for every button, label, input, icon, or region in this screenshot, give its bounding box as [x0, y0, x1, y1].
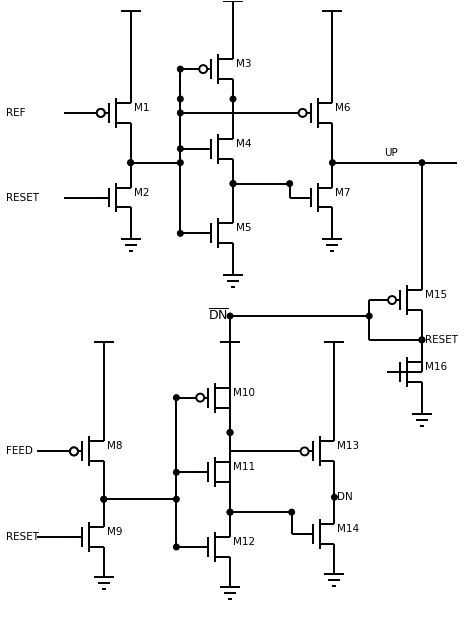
Circle shape	[388, 296, 396, 304]
Circle shape	[178, 110, 183, 116]
Circle shape	[199, 65, 207, 73]
Circle shape	[97, 109, 105, 117]
Text: REF: REF	[6, 108, 26, 118]
Text: DN: DN	[337, 492, 353, 502]
Text: M16: M16	[425, 362, 447, 372]
Text: M3: M3	[236, 59, 252, 69]
Text: M8: M8	[107, 442, 122, 452]
Circle shape	[299, 109, 307, 117]
Circle shape	[178, 146, 183, 152]
Circle shape	[332, 495, 337, 500]
Circle shape	[101, 496, 107, 502]
Circle shape	[227, 430, 233, 435]
Circle shape	[173, 496, 179, 502]
Circle shape	[70, 447, 78, 455]
Circle shape	[173, 395, 179, 401]
Circle shape	[97, 109, 105, 117]
Text: M11: M11	[233, 462, 255, 472]
Circle shape	[227, 313, 233, 319]
Circle shape	[287, 181, 292, 186]
Text: M7: M7	[336, 188, 351, 198]
Text: M12: M12	[233, 537, 255, 547]
Text: FEED: FEED	[6, 447, 33, 456]
Text: M14: M14	[337, 524, 360, 534]
Text: M4: M4	[236, 139, 252, 149]
Circle shape	[329, 160, 335, 166]
Text: M13: M13	[337, 442, 360, 452]
Circle shape	[230, 181, 236, 186]
Circle shape	[419, 160, 425, 166]
Text: M10: M10	[233, 387, 255, 398]
Circle shape	[227, 509, 233, 515]
Circle shape	[178, 160, 183, 166]
Text: RESET: RESET	[6, 193, 39, 202]
Text: RESET: RESET	[6, 532, 39, 542]
Circle shape	[419, 337, 425, 343]
Circle shape	[227, 430, 233, 435]
Circle shape	[301, 447, 309, 455]
Circle shape	[101, 496, 107, 502]
Text: M15: M15	[425, 290, 447, 300]
Text: M6: M6	[336, 103, 351, 113]
Circle shape	[178, 96, 183, 101]
Circle shape	[230, 96, 236, 101]
Circle shape	[289, 509, 294, 515]
Circle shape	[230, 181, 236, 186]
Text: M5: M5	[236, 224, 252, 233]
Circle shape	[196, 394, 204, 401]
Circle shape	[178, 231, 183, 236]
Circle shape	[173, 544, 179, 550]
Text: UP: UP	[384, 147, 398, 158]
Circle shape	[178, 66, 183, 72]
Circle shape	[227, 509, 233, 515]
Text: M1: M1	[134, 103, 149, 113]
Circle shape	[173, 469, 179, 475]
Circle shape	[419, 337, 425, 343]
Text: $\overline{\mathregular{DN}}$: $\overline{\mathregular{DN}}$	[208, 308, 229, 324]
Circle shape	[366, 313, 372, 319]
Text: M2: M2	[134, 188, 149, 198]
Circle shape	[128, 160, 133, 166]
Text: M9: M9	[107, 527, 122, 537]
Text: RESET: RESET	[425, 335, 458, 345]
Circle shape	[70, 447, 78, 455]
Circle shape	[128, 160, 133, 166]
